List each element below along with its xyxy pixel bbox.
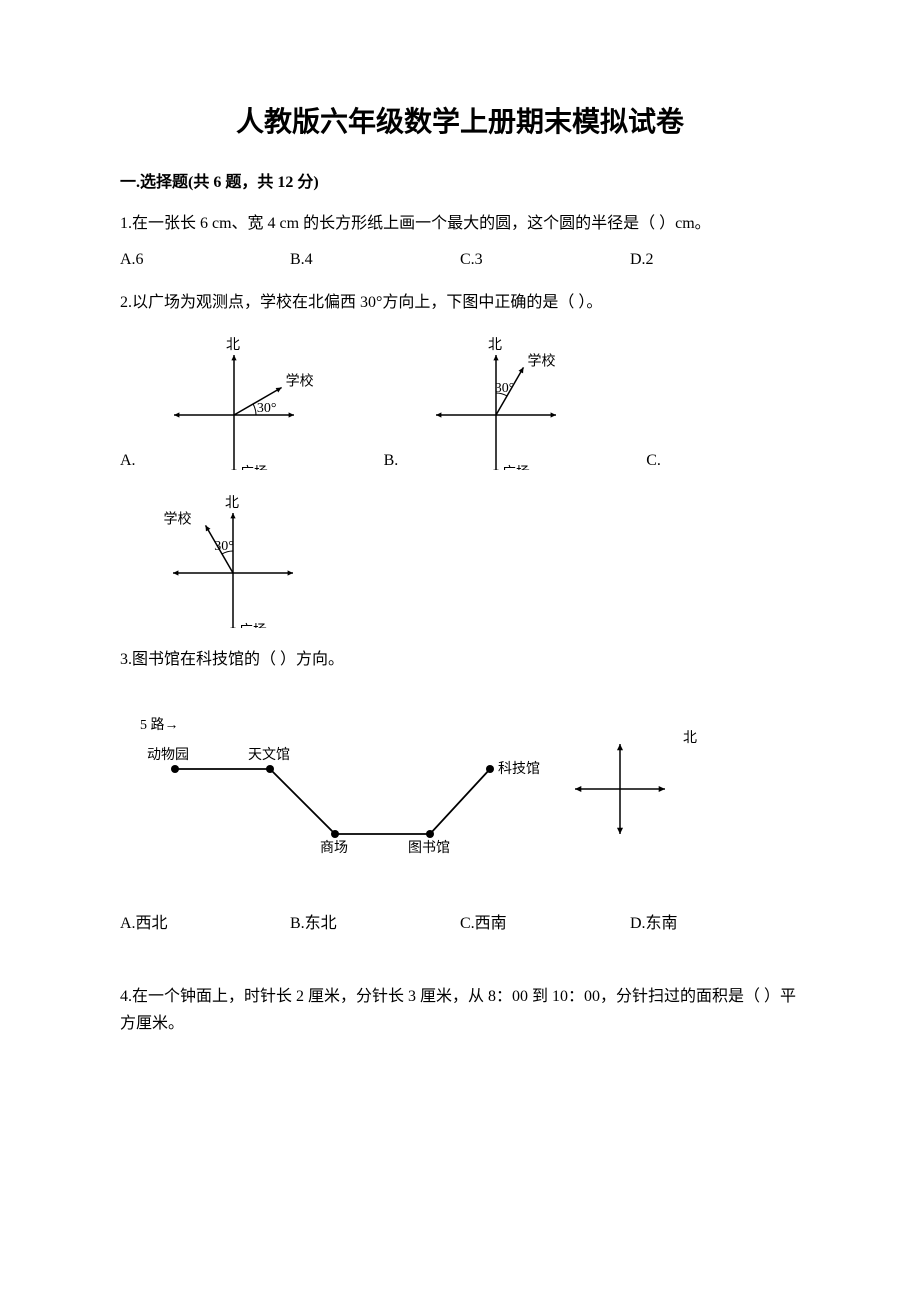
q1-option-c: C.3	[460, 251, 630, 269]
svg-text:北: 北	[226, 337, 240, 353]
q1-option-d: D.2	[630, 251, 654, 269]
q1-option-b: B.4	[290, 251, 460, 269]
q2-option-b-letter: B.	[384, 452, 399, 470]
q2-option-c-letter: C.	[646, 452, 661, 470]
svg-text:图书馆: 图书馆	[408, 840, 450, 856]
question-1-options: A.6 B.4 C.3 D.2	[120, 251, 800, 269]
q2-diagram-c: 30° 北广场 学校	[143, 488, 323, 628]
q3-diagram: 5 路→ 动物园 天文馆商场 图书馆 科技馆 北	[120, 694, 720, 874]
section-1-header: 一.选择题(共 6 题，共 12 分)	[120, 168, 800, 192]
svg-text:30°: 30°	[256, 401, 276, 416]
svg-text:学校: 学校	[285, 373, 313, 390]
exam-title: 人教版六年级数学上册期末模拟试卷	[120, 100, 800, 140]
svg-text:5 路→: 5 路→	[140, 717, 179, 733]
svg-text:商场: 商场	[320, 840, 348, 856]
q1-option-a: A.6	[120, 251, 290, 269]
svg-text:学校: 学校	[163, 511, 191, 528]
q2-diagram-a: 30° 北广场 学校	[144, 330, 324, 470]
svg-text:北: 北	[488, 337, 502, 353]
svg-text:动物园: 动物园	[147, 747, 189, 763]
q3-option-a: A.西北	[120, 909, 290, 933]
svg-text:30°: 30°	[495, 381, 515, 396]
svg-text:广场: 广场	[502, 465, 530, 470]
q2-option-a-letter: A.	[120, 452, 136, 470]
q3-option-d: D.东南	[630, 909, 800, 933]
question-2-row-1: A. 30° 北广场 学校 B. 30° 北广场 学校 C.	[120, 330, 800, 470]
svg-text:北: 北	[683, 730, 697, 746]
question-2-row-2: C. 30°北广场学校	[120, 488, 800, 628]
q2-diagram-b: 30° 北广场 学校	[406, 330, 586, 470]
svg-text:30°: 30°	[214, 539, 234, 554]
q3-option-b: B.东北	[290, 909, 460, 933]
question-4-text: 4.在一个钟面上，时针长 2 厘米，分针长 3 厘米，从 8：00 到 10：0…	[120, 983, 800, 1037]
svg-text:广场: 广场	[239, 623, 267, 628]
svg-text:北: 北	[225, 495, 239, 511]
svg-text:科技馆: 科技馆	[498, 761, 540, 777]
question-3-text: 3.图书馆在科技馆的（ ）方向。	[120, 646, 800, 673]
question-2-text: 2.以广场为观测点，学校在北偏西 30°方向上，下图中正确的是（ ）。	[120, 289, 800, 316]
svg-text:广场: 广场	[240, 465, 268, 470]
svg-text:学校: 学校	[528, 353, 556, 370]
question-1-text: 1.在一张长 6 cm、宽 4 cm 的长方形纸上画一个最大的圆，这个圆的半径是…	[120, 210, 800, 237]
question-3-diagram-wrap: 5 路→ 动物园 天文馆商场 图书馆 科技馆 北	[120, 694, 800, 879]
svg-text:天文馆: 天文馆	[248, 747, 290, 763]
question-3-options: A.西北 B.东北 C.西南 D.东南	[120, 909, 800, 933]
q3-option-c: C.西南	[460, 909, 630, 933]
